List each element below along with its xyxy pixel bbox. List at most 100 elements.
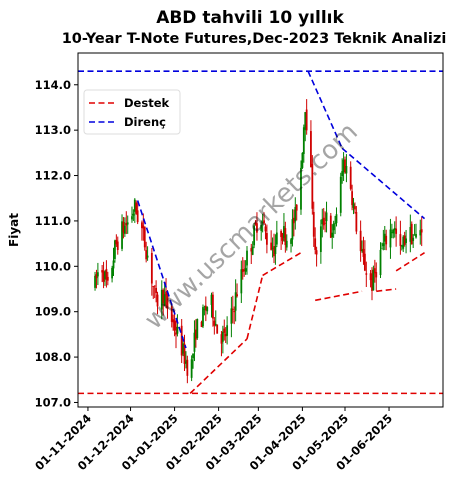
candle-body [214,323,217,326]
candle-body [349,166,352,189]
support-line [376,288,397,293]
candle [393,221,396,238]
candle [285,234,288,251]
candle-body [254,222,257,225]
candle-body [302,127,305,154]
candle [413,224,416,236]
candle [305,99,308,135]
candle-body [162,289,165,304]
candle [185,351,187,369]
candle [166,290,169,319]
candle-body [413,234,416,236]
candle [176,314,179,337]
candle-body [305,109,308,131]
candle-body [112,260,115,269]
candle [295,203,298,221]
candle [141,220,143,241]
candle [172,314,175,331]
candle-body [325,212,328,222]
resistance-line [341,147,426,220]
support-line [315,290,363,302]
candle [291,209,294,247]
candle [385,229,388,251]
support-line [189,338,248,394]
candle [292,209,295,237]
candle [409,214,412,253]
candle [341,158,344,184]
candle-body [321,219,324,225]
candle-body [105,268,108,280]
candle [352,197,355,215]
candle [261,213,264,233]
candle [332,220,335,238]
candle-body [231,308,234,311]
candle [204,296,207,322]
candle [165,278,167,309]
candle [95,269,98,289]
candle-body [114,240,116,259]
candle-body [390,232,393,233]
candle-body [322,217,325,226]
candle-body [221,331,224,342]
candle-body [392,229,395,234]
y-tick-label: 113.0 [35,123,71,137]
candle [405,229,407,254]
candle-body [96,272,99,277]
candle-body [294,206,297,222]
candle [104,270,106,286]
candle [419,219,422,245]
candle [216,324,219,334]
candle [223,319,226,341]
candle-body [241,269,244,273]
candle [415,223,417,239]
candle [126,215,129,234]
candle [363,240,366,272]
candle [290,238,292,253]
plot-area: www.uscmarkets.com107.0108.0109.0110.011… [32,52,444,473]
candle-body [373,268,376,274]
candle [361,240,363,253]
candle-body [200,321,203,327]
candle [304,112,307,142]
candle [206,306,209,315]
candle-body [240,269,243,294]
candle [233,306,236,325]
candle-body [399,234,402,246]
y-tick-label: 114.0 [35,78,71,92]
candle [226,316,229,345]
candle-body [409,226,412,242]
candle-body [122,221,125,233]
candle-body [203,309,206,310]
candle-body [111,267,113,279]
candle-body [383,233,386,242]
y-tick-label: 107.0 [35,395,71,409]
candle-body [125,222,128,226]
candle-body [352,203,355,208]
candle-body [196,318,199,339]
candle [302,124,305,163]
candle [274,234,277,265]
candle-body [415,233,417,238]
candle [315,246,318,267]
candle-body [273,246,275,257]
candle [133,198,136,223]
candle [263,212,265,225]
candle-body [261,221,264,223]
candle-body [314,238,317,250]
candle [173,310,176,337]
candle-body [172,319,175,323]
candle-body [141,222,143,229]
candle-body [419,230,422,236]
legend-box [83,89,181,135]
candle-body [290,239,292,244]
candle-body [160,289,163,310]
candle-body [202,307,204,327]
candle-body [332,223,335,231]
candle-body [375,272,378,278]
candle [145,241,148,263]
candle [321,208,324,238]
candle-body [395,228,398,234]
candle-body [150,253,153,284]
candle [131,206,133,223]
